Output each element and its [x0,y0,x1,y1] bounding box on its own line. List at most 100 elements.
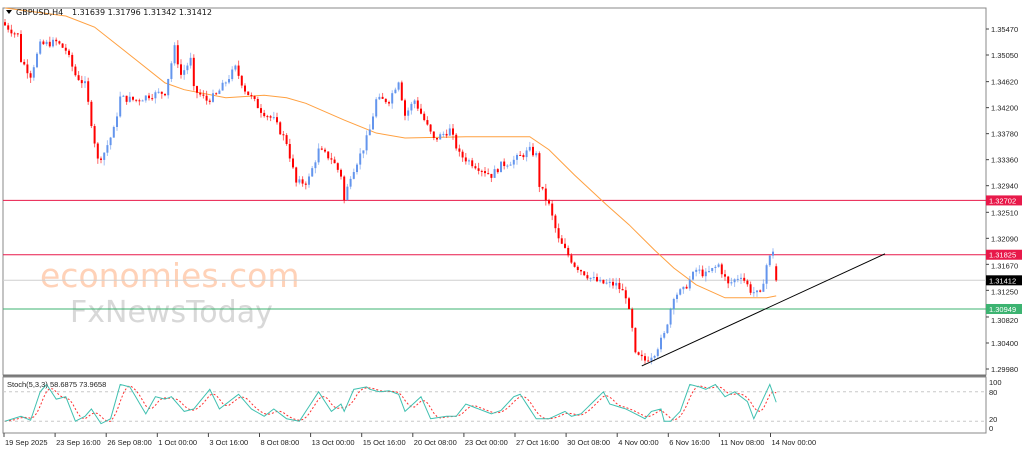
candle-body [340,169,342,177]
candle-body [653,355,656,358]
level-tag-label: 1.31412 [989,276,1016,285]
candle [372,113,374,130]
candle-body [372,116,374,130]
candle-body [532,146,534,156]
candle-body [125,95,128,102]
candle [90,99,93,129]
candle [64,43,67,55]
candle [564,238,566,249]
candle [308,173,310,188]
candle [637,351,640,356]
candle-body [762,283,765,292]
candle [682,286,685,294]
candle-body [688,279,691,289]
candle-body [442,133,445,135]
dropdown-triangle-icon[interactable] [6,10,12,14]
level-tag [986,195,1022,206]
candle-body [237,65,240,76]
candle-body [711,268,714,272]
candle [592,271,595,281]
time-label: 3 Oct 16:00 [209,438,248,447]
candle [506,164,509,169]
candle-body [404,100,406,116]
time-label: 14 Nov 00:00 [772,438,817,447]
candle-body [557,228,560,239]
candle-body [317,148,320,163]
candle-body [314,162,317,169]
candle-body [301,179,304,184]
candle-body [426,120,429,125]
candle-body [423,113,426,121]
candle-body [202,94,205,96]
candle [144,95,147,103]
trendline-group[interactable] [641,253,886,367]
candle-body [775,266,778,281]
candle [272,111,275,120]
candle [490,173,493,183]
candle [765,263,768,290]
candle [244,83,246,95]
candle [717,262,720,268]
candle-body [26,64,29,74]
candle-body [749,284,752,293]
candle-body [68,50,70,55]
candle [676,292,678,303]
candle-body [196,86,198,93]
candle [148,92,150,101]
candle-body [247,91,250,96]
trendline[interactable] [641,253,886,367]
candle-body [516,154,518,160]
time-label: 8 Oct 08:00 [261,438,300,447]
candle-body [429,124,432,132]
candle [708,265,710,273]
candle [573,261,576,268]
candle [701,265,704,278]
stoch-level-label: 20 [989,415,997,424]
candle [378,93,381,101]
candle-body [29,73,32,78]
chart-header: GBPUSD,H4 1.31639 1.31796 1.31342 1.3141… [6,8,212,17]
candle-body [103,152,106,160]
candle-body [356,164,358,173]
candle-body [279,122,282,135]
candle [138,98,141,106]
candle-body [52,39,54,47]
candle-body [276,117,278,123]
candle-body [400,82,403,101]
candle-body [388,102,390,104]
candle [250,92,253,100]
candle [32,64,35,81]
candle-body [746,280,749,285]
candle [384,98,387,104]
candle [516,153,518,165]
time-label: 23 Oct 00:00 [465,438,508,447]
price-axis[interactable]: 1.35470 1.35050 1.34620 1.34200 1.33780 1.333… [986,25,1022,374]
candle-body [714,266,717,269]
candle [68,48,70,58]
candle-body [391,93,394,104]
stoch-panel-border [2,376,987,434]
candle-body [621,289,624,291]
candle [116,112,118,131]
candle [365,130,368,155]
candle [548,198,550,206]
candle-body [55,39,58,42]
candle [196,85,198,99]
candle-body [240,75,243,86]
candle [461,149,464,162]
price-tick-label: 1.34620 [991,78,1018,87]
candle [29,70,32,83]
candle-body [74,66,77,76]
watermark: economies.com FxNewsToday [40,256,300,330]
candle [394,87,397,94]
candle [455,133,458,151]
candle [599,276,602,283]
time-axis[interactable]: 19 Sep 2025 23 Sep 16:00 26 Sep 08:00 1 Oct… [3,433,817,447]
candle [330,152,333,165]
candle [263,109,266,118]
candle [221,79,224,91]
time-label: 27 Oct 16:00 [516,438,559,447]
candle-body [244,85,246,92]
candle-body [503,161,506,167]
